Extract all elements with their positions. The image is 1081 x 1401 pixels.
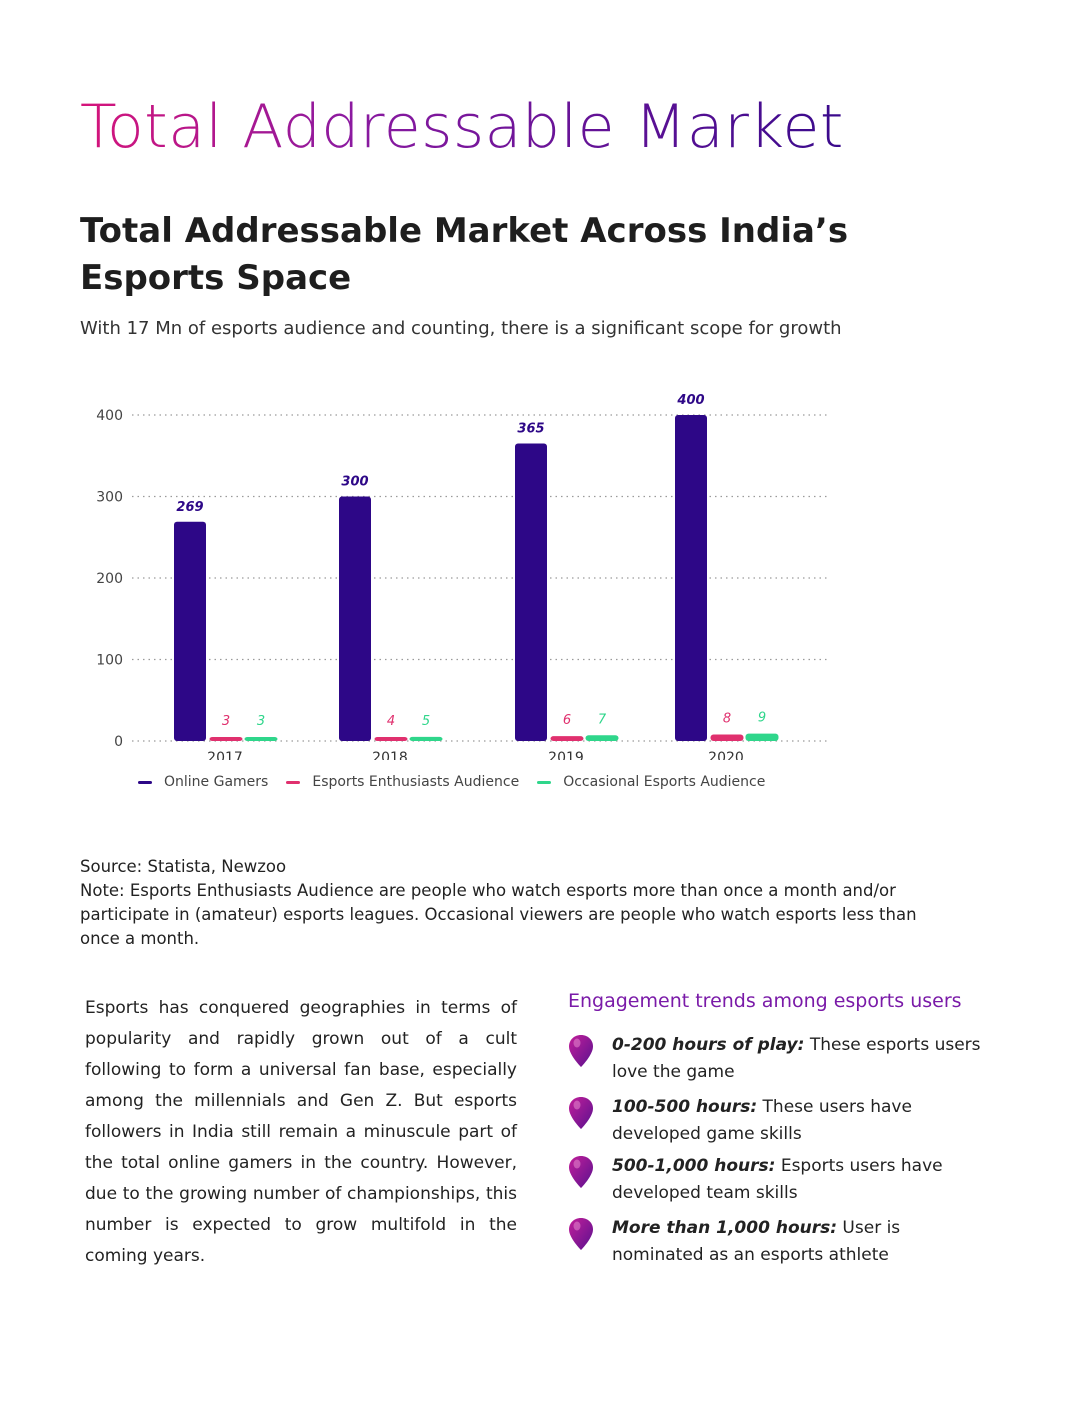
- bar-occasional: [745, 733, 779, 741]
- bar-enthusiasts: [550, 736, 584, 741]
- bar-online-gamers: [339, 496, 371, 741]
- data-label: 8: [723, 711, 731, 726]
- section-subheading: With 17 Mn of esports audience and count…: [80, 318, 842, 339]
- trend-desc: Esports users have developed team skills: [612, 1156, 943, 1203]
- source-line: Source: Statista, Newzoo: [80, 857, 287, 876]
- map-pin-icon: [569, 1035, 593, 1067]
- bar-enthusiasts: [710, 734, 744, 741]
- map-pin-icon: [569, 1218, 593, 1250]
- legend-label-occasional: Occasional Esports Audience: [563, 774, 766, 790]
- data-label: 3: [257, 714, 265, 729]
- bar-enthusiasts: [209, 737, 243, 741]
- x-tick-label: 2017: [207, 750, 243, 760]
- map-pin-icon: [569, 1097, 593, 1129]
- trend-key: 500-1,000 hours:: [612, 1156, 776, 1176]
- x-tick-label: 2018: [372, 750, 408, 760]
- chart-legend: Online Gamers Esports Enthusiasts Audien…: [138, 770, 765, 794]
- data-label: 269: [176, 500, 203, 515]
- y-tick-label: 100: [96, 653, 123, 669]
- section-heading: Total Addressable Market Across India’s …: [80, 211, 849, 298]
- page-title: Total Addressable Market: [80, 92, 844, 162]
- trend-text: More than 1,000 hours: User is nominated…: [612, 1215, 992, 1269]
- y-tick-label: 0: [114, 734, 123, 750]
- y-tick-label: 400: [96, 408, 123, 424]
- source-note: Source: Statista, Newzoo Note: Esports E…: [80, 855, 940, 951]
- trend-desc: User is nominated as an esports athlete: [612, 1218, 901, 1265]
- trend-text: 0-200 hours of play: These esports users…: [612, 1032, 992, 1086]
- trend-item: 500-1,000 hours: Esports users have deve…: [568, 1153, 1008, 1207]
- data-label: 9: [758, 711, 766, 726]
- data-label: 5: [422, 714, 430, 729]
- legend-item-online-gamers: Online Gamers: [138, 774, 268, 790]
- legend-item-enthusiasts: Esports Enthusiasts Audience: [286, 774, 519, 790]
- trend-key: 100-500 hours:: [612, 1097, 758, 1117]
- x-tick-label: 2020: [708, 750, 744, 760]
- data-label: 400: [676, 393, 704, 408]
- data-label: 3: [222, 714, 230, 729]
- map-pin-icon: [569, 1156, 593, 1188]
- bar-occasional: [244, 737, 278, 741]
- bar-online-gamers: [515, 443, 547, 741]
- engagement-title: Engagement trends among esports users: [568, 990, 962, 1012]
- legend-swatch-enthusiasts: [286, 780, 301, 784]
- bar-occasional: [409, 736, 443, 741]
- bar-enthusiasts: [374, 737, 408, 741]
- legend-swatch-occasional: [537, 780, 552, 784]
- data-label: 6: [563, 713, 571, 728]
- legend-swatch-online-gamers: [138, 780, 152, 784]
- bar-chart: 0 100 200 300 400 269 3 3 2017 300 4 5 2018 365 6 7 2019…: [96, 393, 828, 760]
- y-tick-label: 300: [96, 490, 123, 506]
- trend-text: 500-1,000 hours: Esports users have deve…: [612, 1153, 992, 1207]
- data-label: 365: [517, 422, 544, 437]
- bar-occasional: [585, 735, 619, 741]
- trend-key: More than 1,000 hours:: [612, 1218, 838, 1238]
- trend-desc: These users have developed game skills: [612, 1097, 912, 1144]
- y-tick-label: 200: [96, 571, 123, 587]
- bar-online-gamers: [675, 415, 707, 741]
- trend-key: 0-200 hours of play:: [612, 1035, 805, 1055]
- x-tick-label: 2019: [548, 750, 584, 760]
- trend-item: 100-500 hours: These users have develope…: [568, 1094, 1008, 1148]
- body-paragraph: Esports has conquered geographies in ter…: [85, 998, 517, 1266]
- data-label: 300: [341, 475, 368, 490]
- legend-label-online-gamers: Online Gamers: [164, 774, 269, 790]
- trend-desc: These esports users love the game: [612, 1035, 981, 1082]
- legend-item-occasional: Occasional Esports Audience: [537, 774, 765, 790]
- legend-label-enthusiasts: Esports Enthusiasts Audience: [312, 774, 520, 790]
- data-label: 7: [598, 712, 607, 727]
- trend-text: 100-500 hours: These users have develope…: [612, 1094, 992, 1148]
- trend-item: 0-200 hours of play: These esports users…: [568, 1032, 1008, 1086]
- bar-online-gamers: [174, 521, 206, 741]
- note-text: Note: Esports Enthusiasts Audience are p…: [80, 881, 917, 948]
- trend-item: More than 1,000 hours: User is nominated…: [568, 1215, 1008, 1269]
- data-label: 4: [387, 714, 395, 729]
